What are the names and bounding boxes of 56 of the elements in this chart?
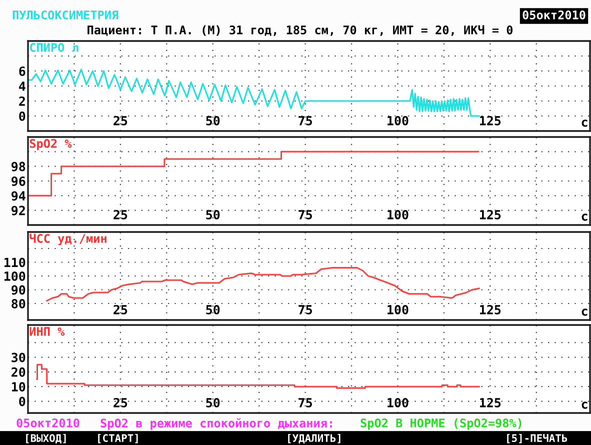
x-tick-label: 50 bbox=[206, 304, 220, 314]
x-axis-title: с bbox=[582, 214, 588, 221]
x-tick-label: 100 bbox=[388, 304, 408, 314]
text: [5]-ПЕЧАТЬ bbox=[507, 434, 568, 444]
text: [ВЫХОД] bbox=[26, 434, 66, 444]
y-tick-label: 96 bbox=[12, 176, 26, 186]
y-tick-label: 6 bbox=[19, 66, 26, 76]
x-tick-label: 100 bbox=[388, 210, 408, 220]
y-tick-label: 4 bbox=[19, 82, 26, 91]
text: [УДАЛИТЬ] bbox=[288, 434, 340, 444]
y-tick-label: 0 bbox=[19, 396, 26, 406]
y-tick-label: 0 bbox=[19, 111, 26, 121]
chart-title: ПУЛЬСОКСИМЕТРИЯ bbox=[12, 10, 118, 20]
x-tick-label: 25 bbox=[114, 398, 128, 408]
y-axis-title: СПИРО л bbox=[30, 43, 78, 52]
y-tick-label: 100 bbox=[4, 271, 26, 281]
text: [СТАРТ] bbox=[98, 434, 138, 444]
x-tick-label: 125 bbox=[480, 304, 501, 314]
y-tick-label: 94 bbox=[12, 191, 26, 201]
x-tick-label: 75 bbox=[298, 116, 312, 126]
y-tick-label: 92 bbox=[12, 206, 25, 216]
x-axis-title: с bbox=[582, 402, 588, 409]
x-tick-label: 100 bbox=[388, 398, 408, 408]
x-tick-label: 50 bbox=[206, 116, 220, 126]
y-tick-label: 20 bbox=[12, 367, 26, 377]
x-tick-label: 100 bbox=[388, 116, 408, 126]
y-tick-label: 10 bbox=[12, 382, 26, 392]
x-tick-label: 25 bbox=[114, 116, 128, 126]
line-series bbox=[46, 266, 480, 302]
x-tick-label: 50 bbox=[206, 210, 220, 220]
text: SpO2 в режиме спокойного дыхания: bbox=[100, 418, 332, 430]
y-tick-label: 90 bbox=[12, 285, 26, 295]
x-tick-label: 75 bbox=[298, 210, 312, 220]
x-tick-label: 125 bbox=[480, 116, 501, 126]
text: 05окт2010 bbox=[16, 418, 80, 428]
y-axis-title: ИНП % bbox=[30, 327, 65, 336]
y-axis-title: SpO2 % bbox=[30, 138, 72, 150]
y-tick-label: 30 bbox=[12, 352, 26, 362]
chart-subtitle: Пациент: Т П.А. (М) 31 год, 185 см, 70 кг, ИМТ = 20, ИКЧ = 0 bbox=[88, 25, 513, 36]
y-tick-label: 110 bbox=[4, 258, 26, 268]
x-tick-label: 25 bbox=[114, 210, 128, 220]
x-tick-label: 25 bbox=[114, 304, 128, 314]
x-tick-label: 75 bbox=[298, 305, 312, 314]
x-tick-label: 125 bbox=[480, 398, 501, 408]
x-tick-label: 125 bbox=[480, 210, 501, 220]
y-tick-label: 80 bbox=[12, 298, 26, 308]
line-series bbox=[28, 68, 480, 117]
text: 05окт2010 bbox=[522, 10, 586, 20]
y-axis-title: ЧСС уд./мин bbox=[30, 234, 106, 246]
x-axis-title: с bbox=[582, 120, 588, 127]
y-tick-label: 2 bbox=[19, 96, 25, 106]
text: SpO2 В НОРМЕ (SpO2=98%) bbox=[360, 418, 522, 430]
y-tick-label: 98 bbox=[12, 162, 26, 172]
x-tick-label: 75 bbox=[298, 398, 312, 408]
x-axis-title: с bbox=[582, 308, 588, 316]
x-tick-label: 50 bbox=[206, 398, 220, 408]
